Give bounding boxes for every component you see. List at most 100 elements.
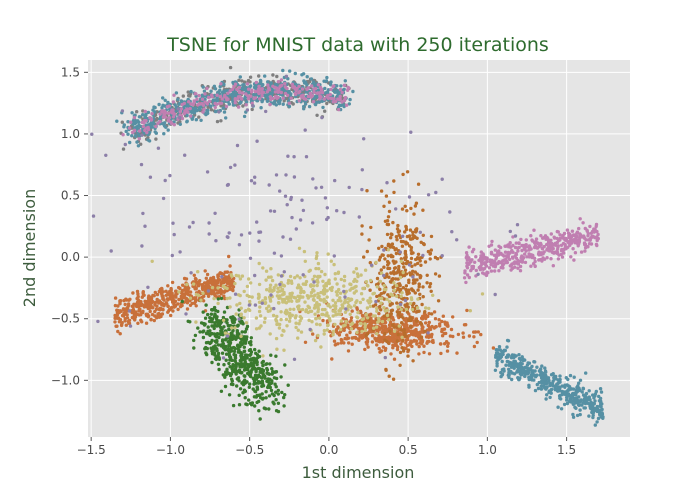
scatter-point <box>385 339 389 344</box>
scatter-point <box>591 415 595 420</box>
scatter-point <box>248 80 252 84</box>
scatter-point <box>258 314 263 318</box>
scatter-point <box>204 351 208 355</box>
scatter-point <box>96 319 100 324</box>
scatter-point <box>236 105 241 109</box>
scatter-point <box>163 98 167 103</box>
scatter-point <box>297 304 301 308</box>
scatter-point <box>127 309 132 313</box>
scatter-point <box>322 332 326 336</box>
scatter-point <box>130 134 134 138</box>
scatter-point <box>351 89 355 94</box>
scatter-point <box>355 307 359 311</box>
scatter-point <box>208 278 212 283</box>
scatter-point <box>276 286 280 290</box>
scatter-point <box>564 390 568 394</box>
scatter-point <box>355 330 359 335</box>
scatter-point <box>581 221 585 225</box>
x-tick-label: −1.5 <box>77 443 106 457</box>
scatter-point <box>140 244 144 248</box>
scatter-point <box>296 336 300 340</box>
scatter-point <box>317 303 322 307</box>
scatter-point <box>267 372 271 376</box>
scatter-point <box>230 379 234 383</box>
scatter-point <box>335 293 339 297</box>
scatter-point <box>247 303 252 307</box>
scatter-point <box>222 325 226 329</box>
scatter-point <box>420 342 424 346</box>
scatter-point <box>260 91 264 95</box>
scatter-point <box>272 402 276 406</box>
scatter-point <box>558 393 562 398</box>
scatter-point <box>336 342 340 346</box>
scatter-point <box>162 298 166 302</box>
scatter-point <box>146 285 150 289</box>
scatter-point <box>252 96 256 101</box>
scatter-point <box>245 402 249 407</box>
scatter-point <box>141 109 145 113</box>
scatter-point <box>180 116 185 121</box>
scatter-point <box>209 316 213 320</box>
scatter-point <box>128 324 133 328</box>
scatter-point <box>155 297 159 302</box>
scatter-point <box>136 321 140 325</box>
scatter-point <box>227 361 231 366</box>
scatter-point <box>385 297 389 301</box>
scatter-point <box>403 298 408 303</box>
scatter-point <box>267 87 271 91</box>
scatter-point <box>314 100 319 105</box>
scatter-point <box>388 337 393 341</box>
scatter-point <box>467 334 472 338</box>
scatter-point <box>274 319 279 323</box>
scatter-point <box>132 118 137 122</box>
scatter-point <box>574 406 578 410</box>
scatter-point <box>389 243 394 247</box>
scatter-point <box>333 178 337 183</box>
scatter-point <box>320 90 325 95</box>
scatter-point <box>449 327 454 332</box>
scatter-point <box>401 234 405 238</box>
scatter-point <box>421 285 425 289</box>
scatter-point <box>395 227 400 231</box>
scatter-point <box>250 88 254 92</box>
scatter-point <box>350 321 355 325</box>
scatter-point <box>542 250 546 254</box>
scatter-point <box>555 236 559 241</box>
scatter-point <box>249 352 253 356</box>
scatter-point <box>578 412 582 417</box>
scatter-point <box>570 399 574 404</box>
scatter-point <box>212 326 216 331</box>
scatter-point <box>315 254 319 258</box>
scatter-point <box>231 334 236 339</box>
scatter-point <box>216 301 220 306</box>
y-tick-label: 1.0 <box>61 127 80 141</box>
scatter-point <box>116 329 120 334</box>
scatter-point <box>230 331 234 335</box>
scatter-point <box>558 233 562 237</box>
scatter-point <box>389 280 393 284</box>
scatter-point <box>417 282 421 286</box>
scatter-point <box>344 307 348 311</box>
scatter-point <box>246 367 250 372</box>
scatter-point <box>118 332 122 336</box>
scatter-point <box>408 228 413 232</box>
scatter-point <box>578 408 582 412</box>
scatter-point <box>389 236 393 240</box>
scatter-point <box>397 324 401 328</box>
scatter-point <box>338 94 342 99</box>
scatter-point <box>297 307 301 312</box>
scatter-point <box>209 312 214 316</box>
scatter-point <box>319 87 324 92</box>
scatter-point <box>196 293 201 298</box>
scatter-point <box>141 124 146 129</box>
scatter-point <box>405 170 410 174</box>
scatter-point <box>202 89 207 93</box>
scatter-point <box>384 368 388 372</box>
scatter-point <box>325 289 329 293</box>
scatter-point <box>517 353 521 357</box>
scatter-point <box>317 97 322 101</box>
scatter-point <box>397 233 401 237</box>
scatter-point <box>446 341 450 346</box>
scatter-point <box>321 312 325 317</box>
scatter-point <box>537 252 541 257</box>
